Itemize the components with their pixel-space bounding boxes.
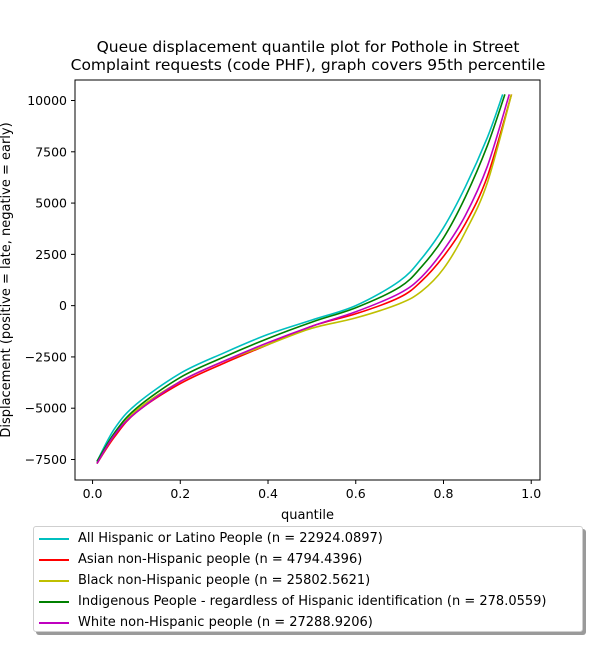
legend-item: Indigenous People - regardless of Hispan…	[34, 591, 547, 612]
y-tick-label: 7500	[35, 144, 67, 159]
y-axis: −7500 −5000 −2500 0 2500 5000 7500 10000	[25, 93, 75, 467]
y-tick-label: 0	[59, 298, 67, 313]
y-tick-label: 10000	[27, 93, 67, 108]
series-line-0	[96, 94, 504, 462]
series-line-4	[96, 94, 511, 465]
x-axis-label: quantile	[281, 508, 334, 523]
series-line-2	[96, 94, 513, 465]
y-tick-label: −2500	[25, 349, 67, 364]
legend-swatch	[39, 537, 69, 540]
legend-swatch	[39, 600, 69, 603]
y-tick-label: −5000	[25, 401, 67, 416]
legend-label: Asian non-Hispanic people (n = 4794.4396…	[78, 552, 363, 567]
legend-label: White non-Hispanic people (n = 27288.920…	[78, 615, 373, 630]
chart-legend: All Hispanic or Latino People (n = 22924…	[33, 526, 583, 632]
y-axis-label: Displacement (positive = late, negative …	[0, 122, 14, 437]
x-tick-label: 0.0	[83, 486, 103, 501]
x-tick-label: 1.0	[521, 486, 541, 501]
y-tick-label: −7500	[25, 452, 67, 467]
x-tick-label: 0.8	[434, 486, 454, 501]
legend-item: All Hispanic or Latino People (n = 22924…	[34, 528, 383, 549]
legend-swatch	[39, 579, 69, 582]
legend-item: Black non-Hispanic people (n = 25802.562…	[34, 570, 370, 591]
series-line-1	[96, 94, 513, 465]
plot-frame	[74, 79, 541, 481]
legend-swatch	[39, 558, 69, 561]
x-tick-label: 0.6	[346, 486, 366, 501]
y-tick-label: 2500	[35, 247, 67, 262]
x-tick-label: 0.4	[258, 486, 278, 501]
x-tick-label: 0.2	[170, 486, 190, 501]
legend-item: Asian non-Hispanic people (n = 4794.4396…	[34, 549, 362, 570]
chart-title-line-2: Complaint requests (code PHF), graph cov…	[71, 56, 546, 74]
legend-swatch	[39, 621, 69, 624]
chart-title-line-1: Queue displacement quantile plot for Pot…	[97, 38, 520, 56]
legend-label: Black non-Hispanic people (n = 25802.562…	[78, 573, 371, 588]
y-tick-label: 5000	[35, 196, 67, 211]
legend-label: Indigenous People - regardless of Hispan…	[78, 594, 547, 609]
plot-area	[96, 94, 513, 465]
legend-item: White non-Hispanic people (n = 27288.920…	[34, 612, 373, 633]
legend-label: All Hispanic or Latino People (n = 22924…	[78, 531, 383, 546]
x-axis: 0.0 0.2 0.4 0.6 0.8 1.0	[83, 480, 541, 501]
series-line-3	[96, 94, 506, 462]
